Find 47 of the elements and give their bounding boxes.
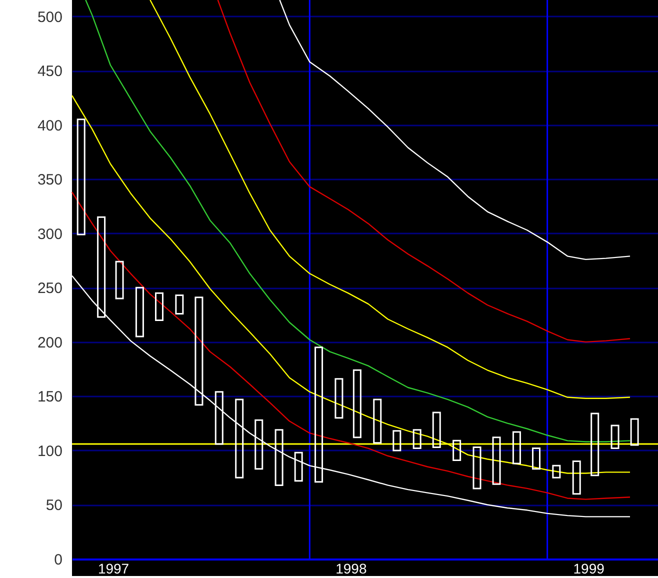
candlestick — [334, 378, 344, 419]
line-series — [217, 0, 631, 343]
line-series — [85, 0, 631, 442]
candlestick — [76, 118, 86, 236]
candlestick — [512, 431, 521, 464]
x-tick-label: 1997 — [98, 560, 130, 576]
candlestick — [155, 292, 164, 321]
line-series — [71, 192, 631, 500]
line-series — [279, 0, 631, 260]
candlestick — [175, 294, 184, 314]
candlestick — [352, 369, 362, 438]
y-tick-label: 500 — [37, 8, 62, 26]
candlestick — [630, 418, 639, 446]
candlestick — [373, 398, 382, 444]
candlestick — [472, 446, 482, 490]
candlestick — [532, 448, 540, 470]
y-tick-label: 350 — [37, 172, 62, 189]
candlestick — [294, 452, 303, 482]
y-tick-label: 0 — [54, 552, 62, 568]
candlestick — [392, 430, 402, 452]
candlestick — [552, 464, 561, 478]
candlestick — [572, 460, 581, 495]
candlestick — [590, 412, 600, 476]
candlestick — [412, 429, 422, 450]
y-tick-label: 300 — [37, 226, 62, 243]
candlestick — [115, 260, 124, 300]
candlestick — [194, 296, 204, 406]
candlestick — [254, 419, 264, 470]
y-tick-label: 50 — [46, 497, 62, 514]
candlestick — [314, 346, 324, 483]
candlestick — [235, 398, 244, 478]
y-tick-label: 100 — [37, 442, 62, 460]
candlestick — [135, 286, 144, 338]
y-tick-label: 150 — [37, 388, 62, 406]
candlestick — [492, 436, 501, 485]
y-tick-label: 400 — [37, 117, 62, 134]
candlestick — [432, 412, 441, 448]
candlestick — [214, 391, 224, 445]
line-series — [150, 0, 631, 399]
candlestick — [274, 429, 284, 486]
candlestick — [452, 440, 462, 461]
candlestick — [610, 424, 620, 450]
x-tick-label: 1998 — [336, 560, 367, 576]
x-tick-label: 1999 — [573, 560, 605, 576]
y-tick-label: 250 — [37, 280, 62, 298]
y-tick-label: 200 — [37, 334, 62, 352]
y-tick-label: 450 — [37, 63, 62, 80]
